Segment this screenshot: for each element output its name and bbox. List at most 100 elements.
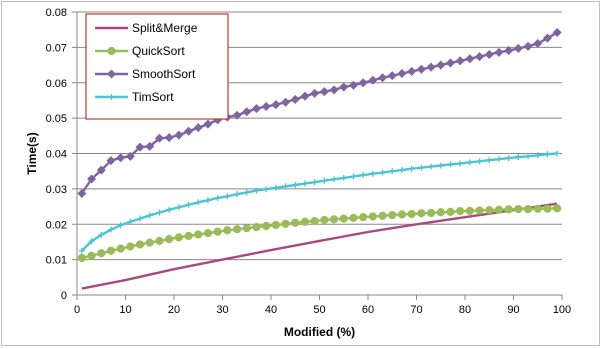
data-point [184, 126, 194, 136]
data-point [339, 82, 349, 92]
data-point [154, 133, 164, 143]
legend-item-split-merge: Split&Merge [95, 21, 198, 35]
data-point [156, 209, 163, 216]
data-point [534, 152, 541, 159]
y-tick-label: 0.04 [46, 149, 67, 161]
data-point [300, 217, 310, 226]
y-tick-label: 0.07 [46, 42, 67, 54]
data-point [300, 91, 310, 101]
legend-label: QuickSort [132, 44, 185, 58]
series-timsort [78, 150, 561, 254]
data-point [418, 164, 425, 171]
data-point [184, 231, 193, 241]
data-point [544, 151, 551, 158]
data-point [87, 251, 96, 260]
data-point [251, 104, 261, 114]
data-point [455, 56, 465, 66]
data-point [290, 94, 300, 104]
data-point [428, 163, 435, 170]
data-point [166, 206, 173, 213]
data-point [127, 218, 134, 225]
data-point [486, 157, 493, 164]
data-point [252, 222, 261, 232]
data-point [378, 73, 388, 83]
data-point [447, 161, 454, 168]
data-point [242, 107, 252, 117]
data-point [311, 179, 318, 186]
data-point [388, 210, 397, 220]
data-point [348, 80, 358, 90]
data-point [553, 204, 562, 213]
data-point [145, 141, 155, 151]
legend: Split&Merge QuickSort SmoothSort TimSort [85, 13, 229, 120]
legend-marker [106, 69, 117, 79]
data-point [542, 33, 552, 43]
data-point [195, 199, 202, 206]
data-point [321, 177, 328, 184]
data-point [301, 180, 308, 187]
data-point [106, 246, 116, 255]
data-point [465, 54, 475, 64]
data-point [340, 174, 347, 181]
data-point [125, 151, 135, 161]
data-point [515, 154, 522, 161]
data-point [271, 100, 281, 110]
data-point [214, 195, 221, 202]
data-point [504, 46, 514, 56]
data-point [155, 236, 164, 245]
data-point [243, 189, 250, 196]
x-tick-label: 10 [119, 304, 131, 316]
data-point [445, 58, 455, 68]
data-point [107, 226, 114, 233]
x-tick-label: 90 [507, 304, 519, 316]
data-point [291, 218, 300, 227]
y-tick-label: 0.03 [46, 184, 67, 196]
y-axis-title: Time(s) [25, 132, 39, 174]
data-point [494, 205, 504, 214]
data-point [475, 52, 485, 62]
data-point [253, 187, 260, 194]
data-point [281, 97, 291, 107]
data-point [310, 88, 320, 98]
y-tick-label: 0.02 [46, 219, 67, 231]
data-point [224, 193, 231, 200]
data-point [234, 191, 241, 198]
legend-label: Split&Merge [132, 21, 198, 35]
series-smoothsort [77, 28, 562, 198]
x-tick-label: 30 [216, 304, 228, 316]
data-point [389, 168, 396, 175]
data-point [514, 204, 523, 214]
data-point [320, 215, 329, 225]
x-tick-label: 0 [74, 304, 80, 316]
data-point [436, 60, 446, 70]
data-point [185, 201, 192, 208]
data-point [78, 247, 85, 254]
data-point [339, 214, 348, 223]
data-point [358, 78, 368, 88]
data-point [359, 213, 368, 222]
data-point [87, 174, 97, 184]
data-point [135, 142, 145, 152]
legend-item-quicksort: QuickSort [95, 44, 185, 58]
data-point [368, 75, 378, 85]
x-tick-label: 100 [553, 304, 571, 316]
data-point [476, 158, 483, 165]
legend-box [85, 13, 229, 120]
legend-label: SmoothSort [132, 67, 196, 81]
data-point [368, 212, 377, 221]
data-point [525, 153, 532, 160]
data-point [349, 213, 358, 222]
data-point [331, 176, 338, 183]
data-point [271, 220, 280, 230]
series-line-split-merge [81, 202, 558, 290]
series-line-quicksort [81, 207, 558, 260]
data-point [77, 188, 87, 198]
data-point [263, 186, 270, 193]
data-point [465, 206, 474, 215]
series-split-merge [81, 202, 558, 290]
x-tick-label: 20 [168, 304, 180, 316]
legend-item-smoothsort: SmoothSort [95, 67, 196, 81]
data-point [426, 208, 436, 218]
data-point [282, 183, 289, 190]
